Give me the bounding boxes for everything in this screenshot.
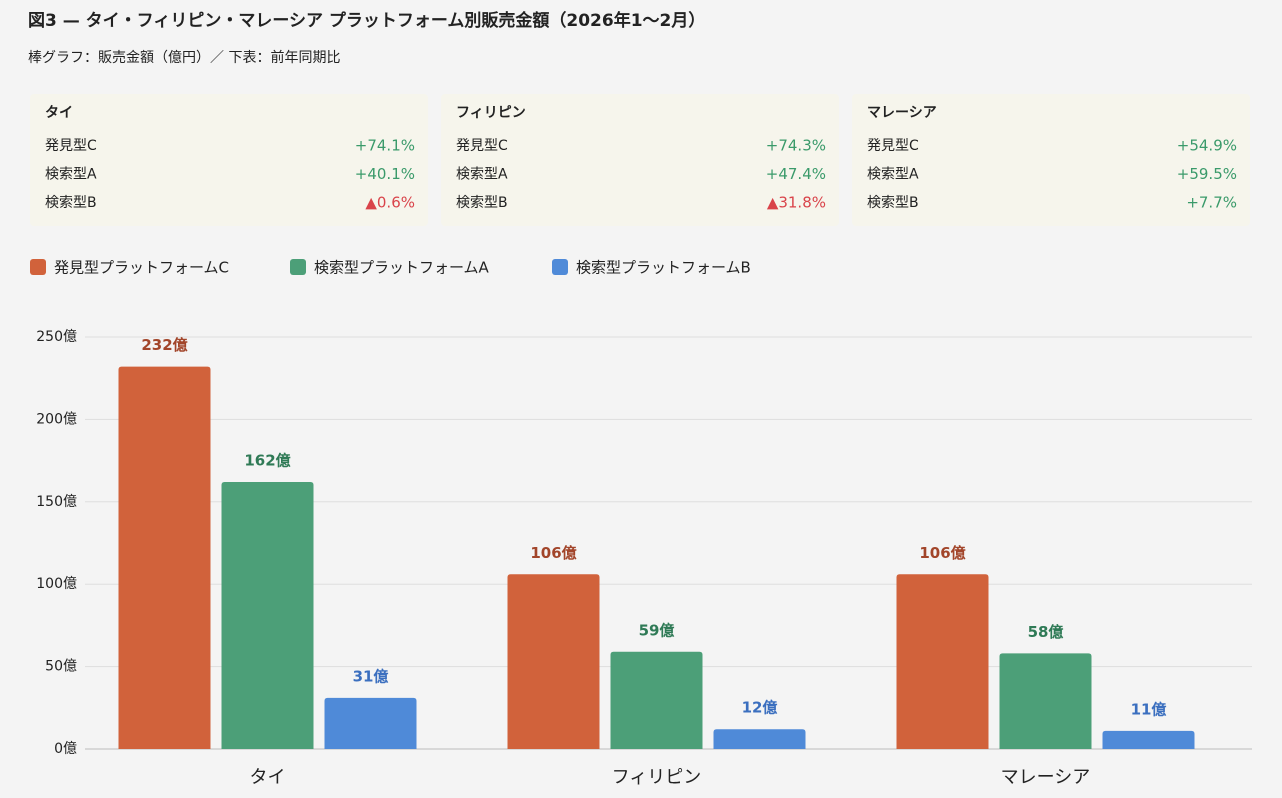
card-row-label: 検索型B	[45, 194, 97, 211]
card	[30, 94, 428, 226]
card-row-label: 検索型A	[867, 166, 919, 183]
card-title: タイ	[45, 105, 73, 121]
card-row-label: 検索型B	[456, 194, 508, 211]
x-tick-label: タイ	[250, 767, 286, 788]
value-label: 11億	[1131, 700, 1167, 718]
y-tick-label: 100億	[36, 576, 77, 592]
card-row-label: 検索型B	[867, 194, 919, 211]
value-label: 31億	[353, 667, 389, 685]
card-title: マレーシア	[867, 105, 937, 121]
card-row-value: +7.7%	[1186, 194, 1237, 212]
card	[441, 94, 839, 226]
card-row-value: +47.4%	[766, 165, 826, 183]
value-label: 58億	[1028, 623, 1064, 641]
bar	[507, 574, 600, 749]
card-row-value: ▲0.6%	[365, 194, 415, 212]
value-label: 106億	[530, 544, 576, 562]
x-tick-label: フィリピン	[612, 767, 702, 788]
y-tick-label: 0億	[54, 741, 77, 757]
value-label: 59億	[639, 621, 675, 639]
legend-swatch	[30, 259, 46, 275]
bar	[1102, 730, 1195, 749]
card-row-value: +74.1%	[355, 137, 415, 155]
bar	[999, 653, 1092, 749]
card-row-label: 発見型C	[45, 138, 97, 154]
legend-swatch	[290, 259, 306, 275]
card-row-value: +54.9%	[1177, 137, 1237, 155]
card-title: フィリピン	[456, 105, 526, 121]
value-label: 12億	[742, 699, 778, 717]
card-row-label: 検索型A	[456, 166, 508, 183]
bar	[324, 697, 417, 749]
bar	[713, 729, 806, 749]
chart-title: 図3 — タイ・フィリピン・マレーシア プラットフォーム別販売金額（2026年1…	[28, 10, 705, 31]
bar	[896, 574, 989, 749]
bar	[221, 482, 314, 749]
x-tick-label: マレーシア	[1001, 767, 1091, 788]
legend-swatch	[552, 259, 568, 275]
card-row-value: ▲31.8%	[767, 194, 826, 212]
legend-label: 検索型プラットフォームA	[314, 259, 490, 277]
card-row-value: +74.3%	[766, 137, 826, 155]
y-tick-label: 50億	[45, 659, 77, 675]
y-tick-label: 250億	[36, 329, 77, 345]
bar	[118, 366, 211, 749]
y-tick-label: 150億	[36, 494, 77, 510]
card-row-value: +40.1%	[355, 165, 415, 183]
value-label: 162億	[244, 452, 290, 470]
card-row-value: +59.5%	[1177, 165, 1237, 183]
card-row-label: 発見型C	[867, 138, 919, 154]
card-row-label: 検索型A	[45, 166, 97, 183]
value-label: 232億	[141, 336, 187, 354]
card	[852, 94, 1250, 226]
card-row-label: 発見型C	[456, 138, 508, 154]
y-tick-label: 200億	[36, 411, 77, 427]
bar	[610, 651, 703, 749]
legend-label: 検索型プラットフォームB	[576, 259, 751, 277]
chart-subtitle: 棒グラフ：販売金額（億円）／ 下表：前年同期比	[28, 49, 340, 66]
legend-label: 発見型プラットフォームC	[54, 259, 229, 277]
value-label: 106億	[919, 544, 965, 562]
